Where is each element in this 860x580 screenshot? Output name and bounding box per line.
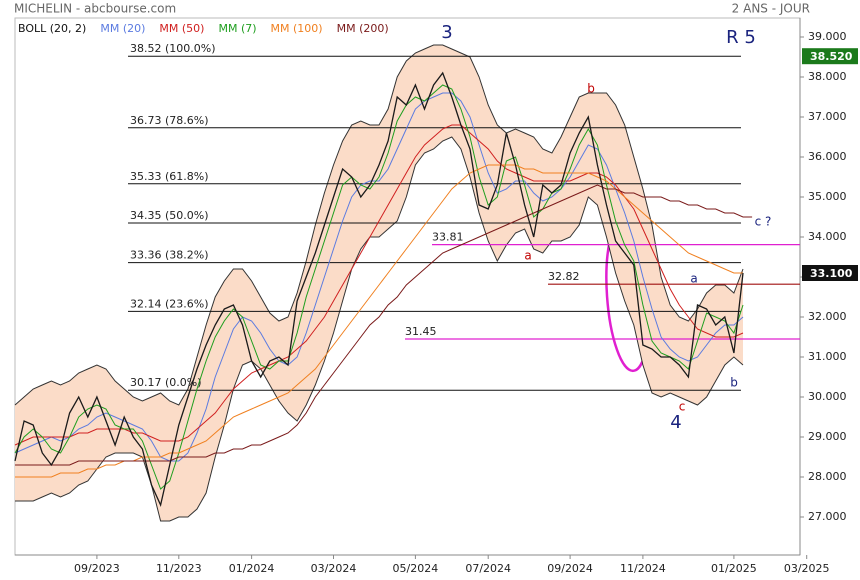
annotation: 4 (670, 412, 681, 433)
x-tick-label: 11/2024 (620, 562, 666, 575)
y-tick-label: 35.000 (808, 190, 847, 203)
annotation: c (679, 400, 686, 414)
y-tick-label: 31.000 (808, 350, 847, 363)
fib-label: 30.17 (0.0%) (130, 376, 202, 389)
bollinger-fill (15, 45, 743, 521)
fib-label: 36.73 (78.6%) (130, 114, 209, 127)
y-tick-label: 36.000 (808, 150, 847, 163)
moving-average (15, 164, 743, 478)
level-label: 32.82 (548, 270, 580, 283)
legend-entry: MM (7) (218, 22, 256, 35)
annotation: b (730, 376, 738, 390)
annotation: a (524, 249, 531, 263)
fib-label: 32.14 (23.6%) (130, 297, 209, 310)
source: MICHELIN - abcbourse.com (14, 2, 176, 16)
annotation: b (587, 82, 595, 96)
y-tick-label: 30.000 (808, 390, 847, 403)
x-tick-label: 09/2024 (547, 562, 593, 575)
annotation: 3 (441, 22, 452, 43)
fib-label: 34.35 (50.0%) (130, 209, 209, 222)
x-tick-label: 01/2024 (229, 562, 275, 575)
legend-entry: MM (20) (100, 22, 145, 35)
x-tick-label: 05/2024 (393, 562, 439, 575)
level-label: 31.45 (405, 325, 437, 338)
legend-entry: BOLL (20, 2) (18, 22, 86, 35)
moving-average (14, 92, 744, 462)
moving-average (15, 184, 753, 466)
price-tag (802, 48, 858, 65)
annotation: a (690, 272, 697, 286)
legend-entry: MM (200) (337, 22, 389, 35)
level-label: 33.81 (432, 231, 464, 244)
y-tick-label: 28.000 (808, 470, 847, 483)
x-tick-label: 11/2023 (156, 562, 202, 575)
bollinger-upper (14, 44, 744, 406)
annotation: R 5 (726, 27, 756, 48)
price-tag-label: 38.520 (810, 50, 853, 63)
bollinger-lower (15, 136, 744, 522)
price-tag (802, 265, 858, 281)
y-tick-label: 29.000 (808, 430, 847, 443)
y-tick-label: 32.000 (808, 310, 847, 323)
x-tick-label: 03/2024 (311, 562, 357, 575)
period: 2 ANS - JOUR (732, 2, 810, 16)
fib-label: 33.36 (38.2%) (130, 249, 209, 262)
x-tick-label: 07/2024 (465, 562, 511, 575)
x-tick-label: 01/2025 (711, 562, 757, 575)
y-tick-label: 39.000 (808, 30, 847, 43)
y-tick-label: 27.000 (808, 510, 847, 523)
price-line (14, 71, 744, 508)
y-tick-label: 37.000 (808, 110, 847, 123)
price-tag-label: 33.100 (810, 267, 853, 280)
annotation: c ? (755, 215, 772, 229)
x-tick-label: 09/2023 (74, 562, 120, 575)
fib-label: 35.33 (61.8%) (130, 170, 209, 183)
moving-average (14, 84, 744, 490)
fib-label: 38.52 (100.0%) (130, 42, 216, 55)
legend-entry: MM (50) (159, 22, 204, 35)
x-tick-label: 03/2025 (784, 562, 830, 575)
y-tick-label: 38.000 (808, 70, 847, 83)
legend-entry: MM (100) (271, 22, 323, 35)
y-tick-label: 34.000 (808, 230, 847, 243)
